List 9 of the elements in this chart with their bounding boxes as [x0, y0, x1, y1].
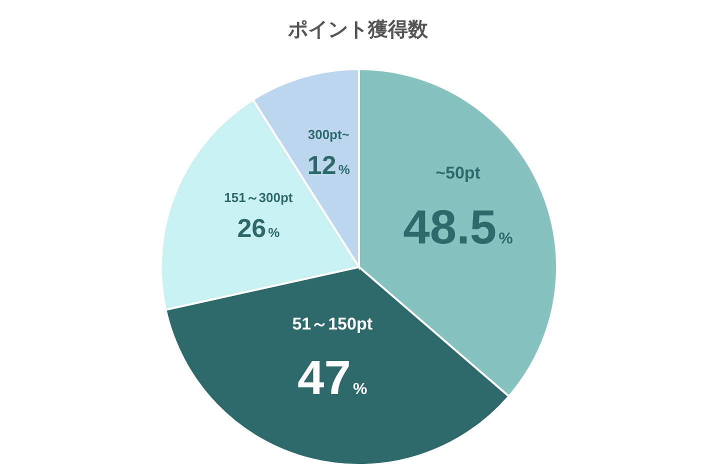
slice-label: 151～300pt	[224, 190, 294, 205]
data-label: 26%	[237, 212, 280, 243]
slice-label: 51～150pt	[292, 314, 373, 334]
data-label: 48.5%	[403, 201, 513, 254]
slice-label: 300pt~	[308, 127, 350, 142]
data-label: 12%	[307, 150, 350, 180]
slice-label: ~50pt	[436, 163, 481, 182]
chart-title: ポイント獲得数	[287, 16, 429, 43]
data-label: 47%	[298, 352, 368, 406]
